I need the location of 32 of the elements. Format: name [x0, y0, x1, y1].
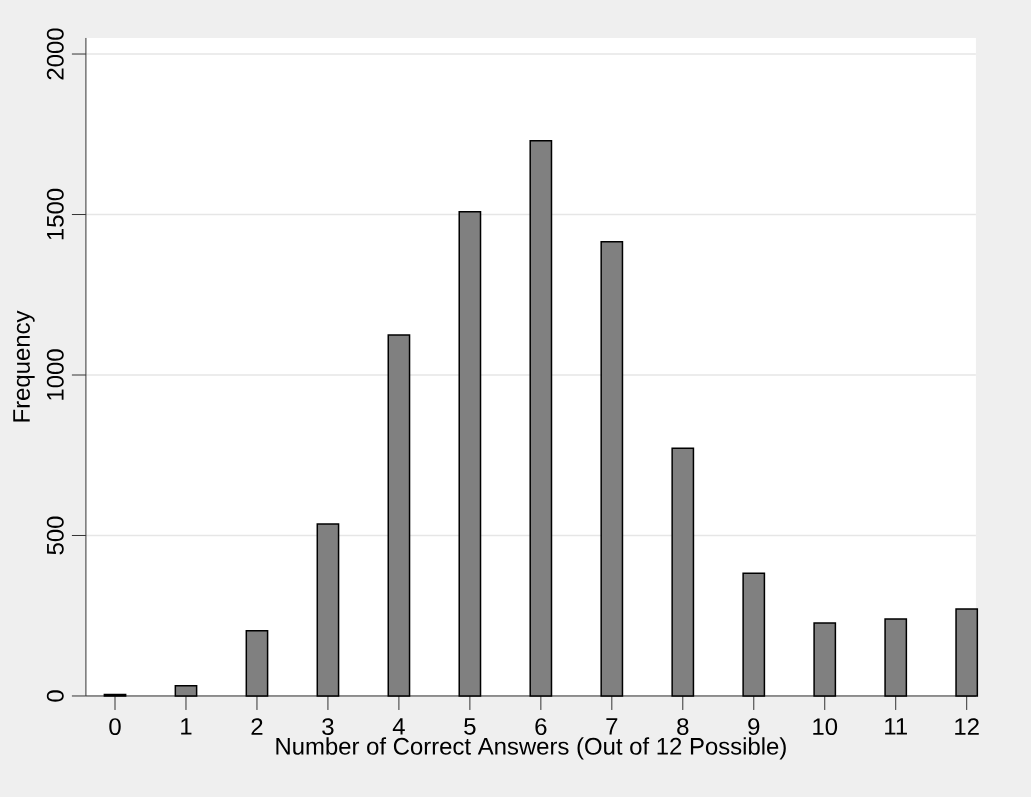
y-tick-label: 1500 — [46, 188, 64, 240]
x-tick-label: 10 — [813, 718, 838, 736]
x-tick-label: 7 — [606, 718, 618, 735]
bar — [387, 334, 411, 697]
y-tick-label: 1000 — [46, 349, 64, 400]
x-tick-label: 12 — [955, 718, 979, 735]
bar — [600, 241, 624, 697]
bar — [458, 210, 482, 697]
bar — [316, 523, 340, 697]
x-tick-label: 11 — [885, 718, 907, 735]
bar — [955, 608, 979, 697]
bar — [742, 572, 766, 697]
x-tick-label: 6 — [535, 718, 547, 736]
bar — [671, 447, 695, 697]
y-axis-title: Frequency — [13, 310, 35, 422]
y-tick-label: 0 — [46, 690, 64, 702]
bar — [813, 622, 837, 697]
x-tick-label: 9 — [748, 718, 760, 736]
x-tick-label: 5 — [464, 718, 476, 735]
y-tick-label: 500 — [46, 516, 64, 555]
y-tick-label: 2000 — [46, 28, 64, 80]
x-tick-label: 3 — [322, 718, 334, 736]
bar — [529, 139, 553, 697]
bar — [174, 684, 198, 697]
x-tick-label: 1 — [181, 718, 192, 735]
x-tick-label: 4 — [392, 718, 405, 735]
bar — [245, 630, 269, 697]
x-tick-label: 0 — [109, 718, 121, 736]
x-tick-label: 8 — [677, 718, 689, 736]
x-tick-label: 2 — [251, 718, 263, 735]
x-axis-title: Number of Correct Answers (Out of 12 Possible) — [276, 737, 786, 760]
bar — [884, 618, 908, 697]
